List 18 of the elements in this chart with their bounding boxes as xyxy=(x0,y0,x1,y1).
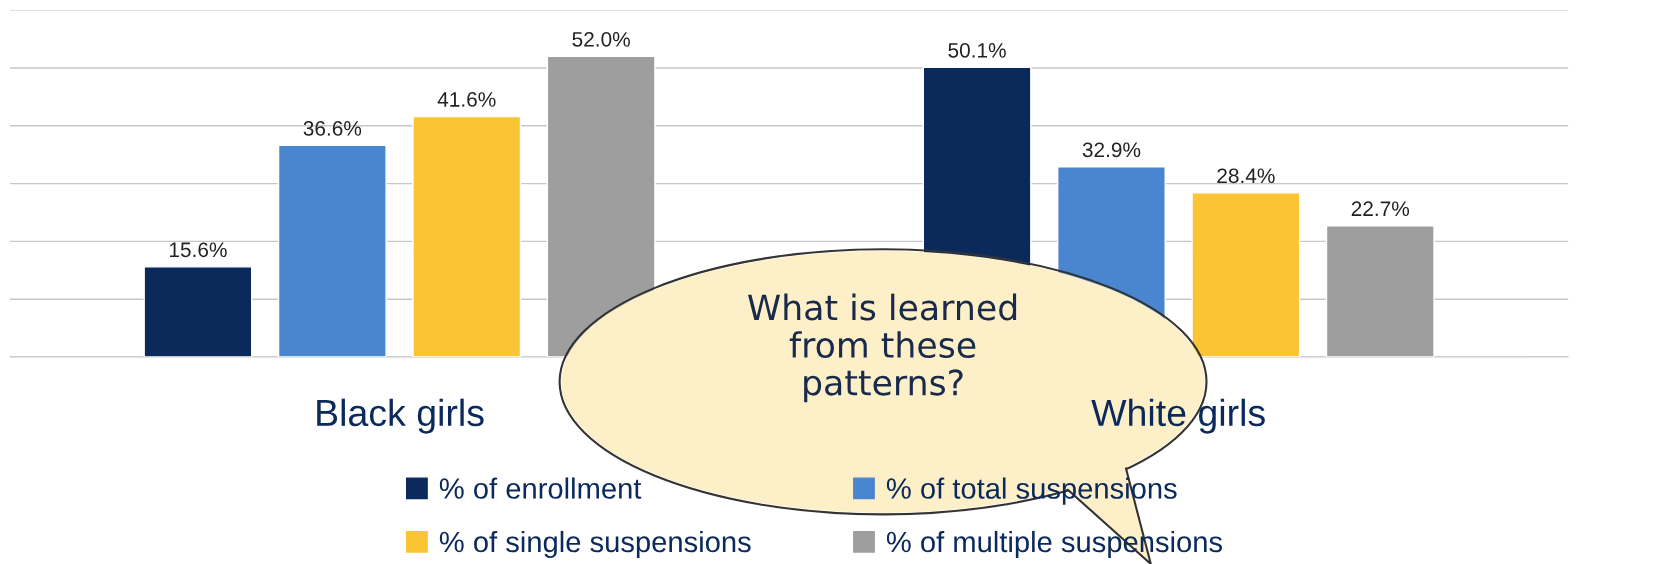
annotation: What is learned from these patterns? xyxy=(748,293,1017,403)
bar xyxy=(1325,225,1435,358)
legend-label: % of enrollment xyxy=(439,477,642,499)
data-label: 28.4% xyxy=(1217,168,1275,184)
bar xyxy=(277,144,387,358)
x-tick-label: Black girls xyxy=(317,398,484,434)
x-tick-label: White girls xyxy=(1091,398,1265,434)
data-label: 41.6% xyxy=(437,92,496,107)
bar xyxy=(412,115,522,358)
bar xyxy=(1191,192,1301,358)
data-label: 52.0% xyxy=(572,31,630,47)
data-label: 32.9% xyxy=(1082,142,1141,158)
data-label: 36.6% xyxy=(303,121,362,136)
legend-label: % of single suspensions xyxy=(439,530,751,559)
data-label: 15.6% xyxy=(169,242,227,258)
data-label: 50.1% xyxy=(948,42,1006,58)
data-label: 22.7% xyxy=(1351,201,1410,217)
bar xyxy=(143,266,253,358)
